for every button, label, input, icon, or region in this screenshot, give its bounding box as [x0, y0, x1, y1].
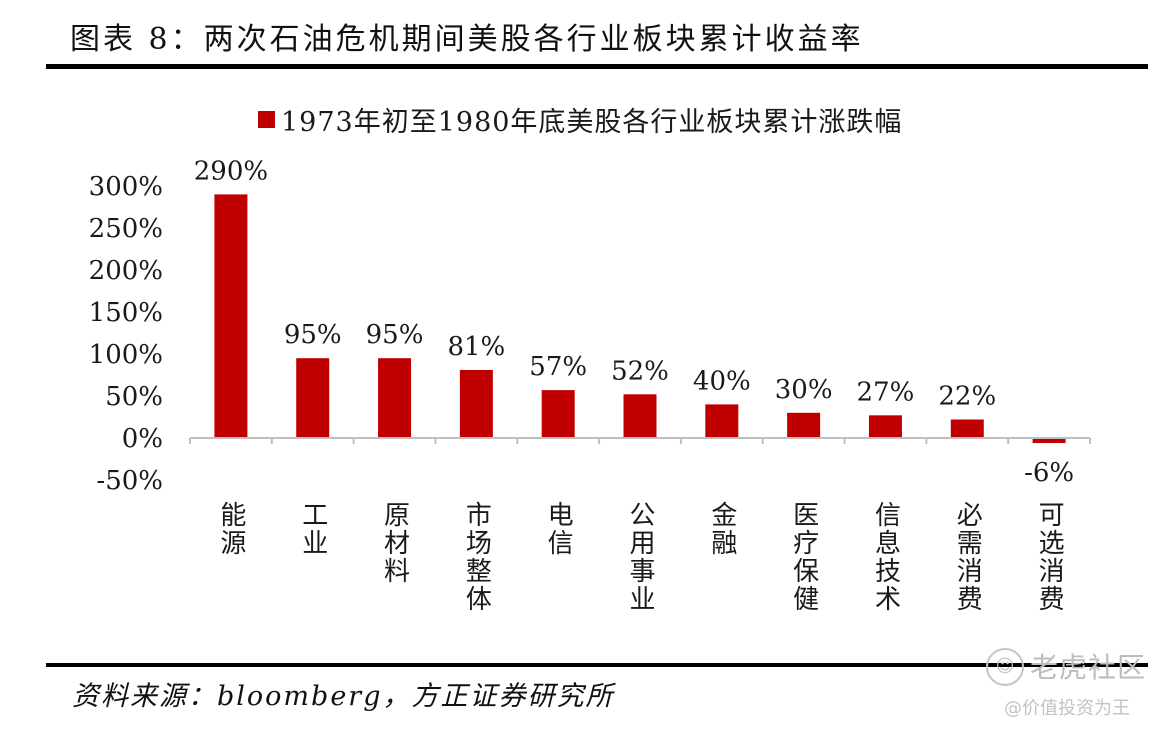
x-tick-label: 金融	[707, 501, 737, 557]
watermark-handle: @价值投资为王	[1004, 698, 1130, 719]
data-label: 52%	[611, 356, 669, 386]
data-label: 57%	[529, 352, 587, 382]
y-tick-label: -50%	[96, 466, 163, 496]
data-label: 22%	[938, 382, 996, 412]
bar	[623, 394, 657, 438]
x-tick-label: 信息技术	[870, 501, 900, 613]
x-tick-label: 必需消费	[952, 501, 982, 613]
legend-swatch	[258, 111, 275, 128]
data-label: 40%	[693, 366, 751, 396]
x-tick-label: 市场整体	[461, 501, 491, 613]
x-tick-label: 能源	[216, 501, 246, 557]
bar	[705, 404, 739, 438]
data-label: 95%	[366, 320, 424, 350]
bar	[541, 390, 575, 438]
data-label: 30%	[775, 375, 833, 405]
figure-title: 图表 8：两次石油危机期间美股各行业板块累计收益率	[70, 22, 864, 57]
y-tick-label: 200%	[89, 256, 163, 286]
x-tick-label: 电信	[543, 501, 573, 557]
bottom-rule	[46, 663, 1148, 667]
bar	[1032, 438, 1066, 444]
y-tick-label: 150%	[89, 298, 163, 328]
bar	[296, 358, 330, 438]
bar	[787, 412, 821, 438]
watermark-logo-icon: ☺	[986, 648, 1024, 686]
bar	[459, 369, 493, 438]
data-label: 95%	[284, 320, 342, 350]
y-tick-label: 50%	[105, 382, 163, 412]
watermark-name: 老虎社区	[1030, 651, 1147, 684]
y-tick-label: 300%	[89, 172, 163, 202]
bar	[868, 415, 902, 438]
data-label: 290%	[194, 156, 268, 186]
legend-label: 1973年初至1980年底美股各行业板块累计涨跌幅	[281, 107, 903, 138]
x-tick-label: 医疗保健	[789, 501, 819, 613]
bar	[378, 358, 412, 438]
chart-legend: 1973年初至1980年底美股各行业板块累计涨跌幅	[258, 100, 902, 139]
y-tick-label: 100%	[89, 340, 163, 370]
bar	[950, 419, 984, 438]
x-tick-label: 可选消费	[1034, 501, 1064, 613]
data-label: 27%	[857, 377, 915, 407]
data-label: -6%	[1024, 458, 1074, 488]
data-label: 81%	[447, 332, 505, 362]
x-tick-label: 原材料	[380, 501, 410, 585]
bar	[214, 194, 248, 438]
source-note: 资料来源：bloomberg，方正证券研究所	[72, 681, 615, 712]
x-tick-label: 公用事业	[625, 501, 655, 613]
y-tick-label: 0%	[122, 424, 163, 454]
top-rule	[46, 64, 1148, 69]
x-tick-label: 工业	[298, 501, 328, 557]
watermark: ☺ 老虎社区 @价值投资为王	[986, 644, 1156, 724]
y-tick-label: 250%	[89, 214, 163, 244]
